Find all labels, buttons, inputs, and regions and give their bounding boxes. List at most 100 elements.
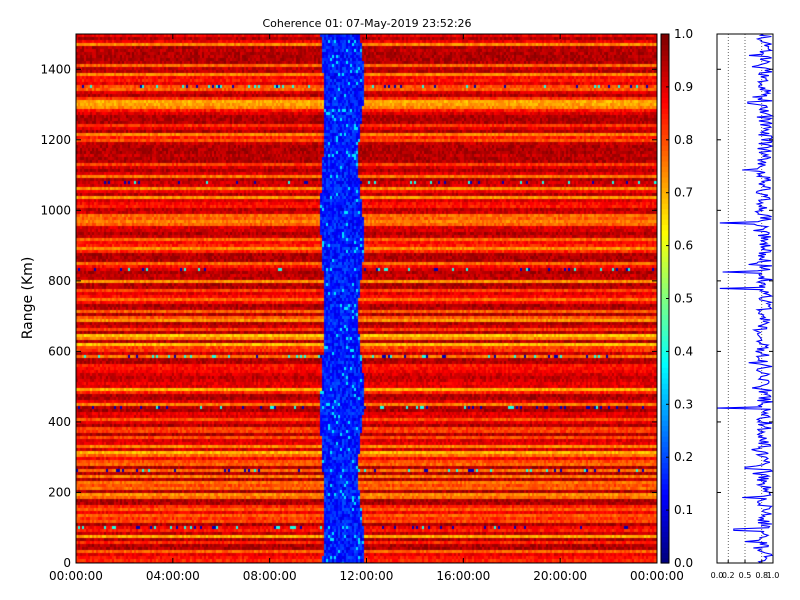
colorbar-segment <box>661 182 669 189</box>
colorbar-segment <box>661 510 669 516</box>
colorbar-segment <box>661 346 669 352</box>
colorbar-segment <box>661 393 669 400</box>
colorbar-segment <box>661 39 669 46</box>
colorbar-segment <box>661 488 669 495</box>
y-tick-label: 1000 <box>40 203 71 217</box>
y-tick-label: 1200 <box>40 133 71 147</box>
y-tick-label: 800 <box>48 274 71 288</box>
colorbar-segment <box>661 356 669 363</box>
colorbar-segment <box>661 118 669 125</box>
y-axis-label: Range (Km) <box>20 257 36 340</box>
colorbar-segment <box>661 203 669 210</box>
colorbar-segment <box>661 351 669 358</box>
colorbar-segment <box>661 436 669 442</box>
colorbar-segment <box>661 197 669 204</box>
colorbar-segment <box>661 303 669 310</box>
colorbar-segment <box>661 123 669 130</box>
colorbar-segment <box>661 92 669 99</box>
y-tick-label: 1400 <box>40 62 71 76</box>
colorbar-segment <box>661 399 669 405</box>
y-tick-label: 200 <box>48 485 71 499</box>
colorbar-segment <box>661 335 669 342</box>
colorbar-segment <box>661 531 669 538</box>
colorbar-segment <box>661 160 669 167</box>
colorbar-segment <box>661 409 669 416</box>
profile-axis: 0.00.2 0.5 0.81.0 <box>711 68 780 580</box>
colorbar-segment <box>661 229 669 236</box>
colorbar-segment <box>661 155 669 162</box>
colorbar-segment <box>661 129 669 136</box>
x-tick-label: 20:00:00 <box>533 569 587 583</box>
x-tick-label: 00:00:00 <box>630 569 684 583</box>
colorbar-tick-label: 0.3 <box>674 397 693 411</box>
colorbar-tick-label: 0.0 <box>674 556 693 570</box>
colorbar-segment <box>661 235 669 241</box>
colorbar-segment <box>661 414 669 421</box>
colorbar-segment <box>661 441 669 448</box>
colorbar-segment <box>661 139 669 146</box>
colorbar-tick-label: 0.5 <box>674 292 693 306</box>
colorbar-segment <box>661 187 669 194</box>
colorbar-segment <box>661 557 669 564</box>
colorbar-segment <box>661 97 669 104</box>
colorbar-segment <box>661 446 669 453</box>
colorbar-segment <box>661 219 669 226</box>
colorbar-segment <box>661 145 669 151</box>
colorbar-segment <box>661 277 669 284</box>
x-tick-label: 00:00:00 <box>49 569 103 583</box>
colorbar-tick-label: 0.4 <box>674 344 693 358</box>
profile-line <box>716 33 775 564</box>
colorbar-segment <box>661 319 669 326</box>
colorbar-segment <box>661 55 669 62</box>
colorbar-segment <box>661 430 669 437</box>
colorbar-segment <box>661 499 669 506</box>
colorbar-segment <box>661 266 669 273</box>
colorbar-segment <box>661 298 669 305</box>
colorbar-segment <box>661 340 669 347</box>
colorbar-segment <box>661 293 669 300</box>
colorbar-segment <box>661 467 669 474</box>
colorbar-segment <box>661 34 669 40</box>
x-tick-label: 12:00:00 <box>340 569 394 583</box>
colorbar-segment <box>661 245 669 252</box>
colorbar-tick-label: 0.7 <box>674 186 693 200</box>
colorbar-segment <box>661 49 669 56</box>
colorbar-segment <box>661 473 669 479</box>
x-axis: 00:00:00 04:00:00 08:00:00 12:00:00 16:00:00… <box>49 34 684 583</box>
heatmap-image <box>76 34 657 563</box>
colorbar-segment <box>661 367 669 374</box>
colorbar-segment <box>661 71 669 77</box>
colorbar-segment <box>661 134 669 141</box>
colorbar-segment <box>661 314 669 321</box>
colorbar-tick-label: 0.1 <box>674 503 693 517</box>
colorbar-segment <box>661 515 669 522</box>
colorbar-segment <box>661 361 669 368</box>
colorbar-segment <box>661 494 669 501</box>
colorbar-segment <box>661 552 669 559</box>
x-tick-label: 08:00:00 <box>243 569 297 583</box>
colorbar-segment <box>661 504 669 511</box>
colorbar-tick-label: 0.2 <box>674 450 693 464</box>
colorbar-segment <box>661 272 669 278</box>
colorbar-segment <box>661 457 669 464</box>
colorbar-ticks: 0.0 0.1 0.2 0.3 0.4 0.5 0.6 0.7 0.8 0.9 1.0 <box>666 27 693 570</box>
colorbar-segment <box>661 261 669 268</box>
colorbar-segment <box>661 76 669 83</box>
colorbar-segment <box>661 520 669 527</box>
colorbar-segment <box>661 451 669 458</box>
colorbar-segment <box>661 404 669 411</box>
colorbar-segment <box>661 478 669 485</box>
colorbar-segment <box>661 224 669 231</box>
colorbar-segment <box>661 383 669 390</box>
y-tick-label: 400 <box>48 415 71 429</box>
x-tick-label: 16:00:00 <box>436 569 490 583</box>
y-tick-label: 0 <box>63 556 71 570</box>
colorbar-segment <box>661 330 669 337</box>
colorbar-segment <box>661 192 669 199</box>
colorbar-segment <box>661 176 669 183</box>
profile-x-tick-label: 1.0 <box>767 571 780 580</box>
heatmap-area <box>76 34 657 563</box>
colorbar-segment <box>661 171 669 178</box>
x-tick-label: 04:00:00 <box>146 569 200 583</box>
